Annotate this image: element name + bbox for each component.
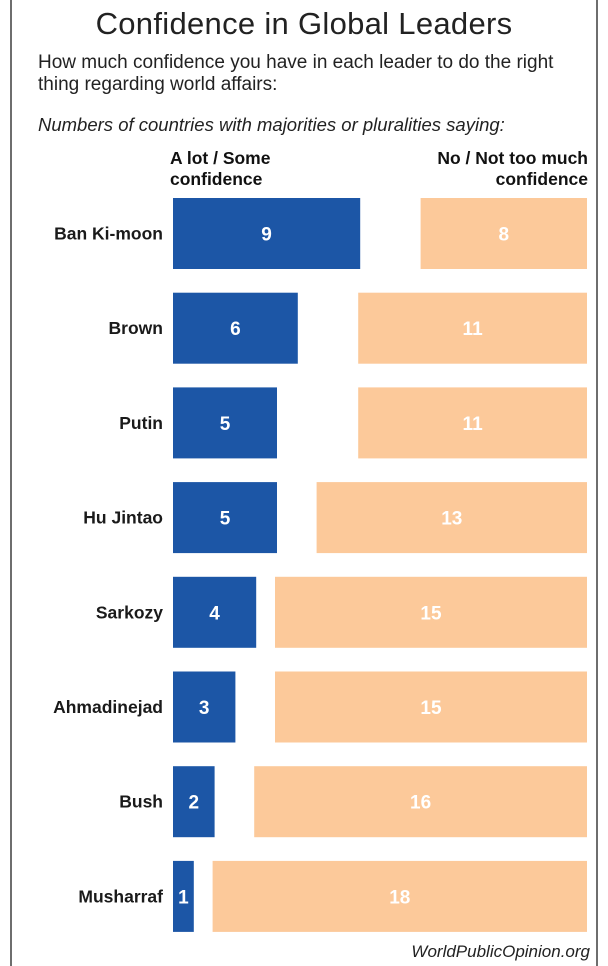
bar-no-confidence-ban-ki-moon (420, 198, 587, 269)
category-label-hu-jintao: Hu Jintao (83, 508, 163, 528)
bar-no-confidence-value-hu-jintao: 13 (441, 509, 462, 530)
bar-confidence-value-ahmadinejad: 3 (199, 698, 210, 719)
bar-confidence-value-hu-jintao: 5 (220, 509, 231, 530)
bar-no-confidence-value-putin: 11 (463, 414, 484, 435)
category-label-bush: Bush (119, 792, 163, 812)
chart-subtitle: How much confidence you have in each lea… (38, 52, 554, 95)
source-credit: WorldPublicOpinion.org (411, 942, 590, 961)
column-header-confidence: A lot / Some confidence (170, 148, 270, 190)
column-header-no-confidence-line1: No / Not too much (437, 148, 588, 168)
bar-no-confidence-bush (254, 766, 587, 838)
chart-note: Numbers of countries with majorities or … (38, 114, 505, 135)
bar-no-confidence-value-brown: 11 (463, 319, 484, 340)
column-header-confidence-line2: confidence (170, 169, 263, 189)
bar-confidence-value-sarkozy: 4 (209, 603, 220, 624)
bar-confidence-bush (173, 766, 215, 838)
bar-no-confidence-value-musharraf: 18 (389, 887, 410, 908)
bar-no-confidence-value-ban-ki-moon: 8 (499, 225, 510, 246)
bar-no-confidence-sarkozy (275, 576, 587, 648)
bar-confidence-musharraf (173, 860, 194, 932)
bar-no-confidence-ahmadinejad (275, 671, 587, 743)
category-label-sarkozy: Sarkozy (96, 602, 163, 622)
bar-confidence-brown (173, 292, 298, 364)
category-label-ahmadinejad: Ahmadinejad (53, 697, 163, 717)
column-header-no-confidence-line2: confidence (495, 169, 588, 189)
chart-title: Confidence in Global Leaders (95, 6, 513, 41)
bar-confidence-value-bush: 2 (189, 793, 200, 814)
column-header-confidence-line1: A lot / Some (170, 148, 271, 168)
bar-no-confidence-brown (358, 292, 587, 364)
bar-no-confidence-hu-jintao (316, 482, 587, 554)
category-label-putin: Putin (119, 413, 163, 433)
category-label-ban-ki-moon: Ban Ki-moon (54, 224, 163, 244)
category-label-brown: Brown (109, 318, 163, 338)
bar-confidence-ban-ki-moon (173, 198, 361, 269)
bar-no-confidence-value-sarkozy: 15 (420, 603, 442, 624)
bar-confidence-value-brown: 6 (230, 319, 241, 340)
chart-frame (10, 0, 598, 966)
bar-confidence-putin (173, 387, 277, 459)
bar-no-confidence-putin (358, 387, 587, 459)
bar-confidence-hu-jintao (173, 482, 277, 554)
category-label-musharraf: Musharraf (78, 886, 163, 906)
bar-no-confidence-value-bush: 16 (410, 793, 431, 814)
bar-confidence-sarkozy (173, 576, 257, 648)
bar-confidence-value-ban-ki-moon: 9 (261, 225, 272, 246)
bar-confidence-value-musharraf: 1 (178, 887, 189, 908)
bar-confidence-ahmadinejad (173, 671, 236, 743)
bar-no-confidence-musharraf (212, 860, 587, 932)
bar-confidence-value-putin: 5 (220, 414, 231, 435)
column-header-no-confidence: No / Not too much confidence (360, 148, 588, 190)
bar-no-confidence-value-ahmadinejad: 15 (420, 698, 442, 719)
